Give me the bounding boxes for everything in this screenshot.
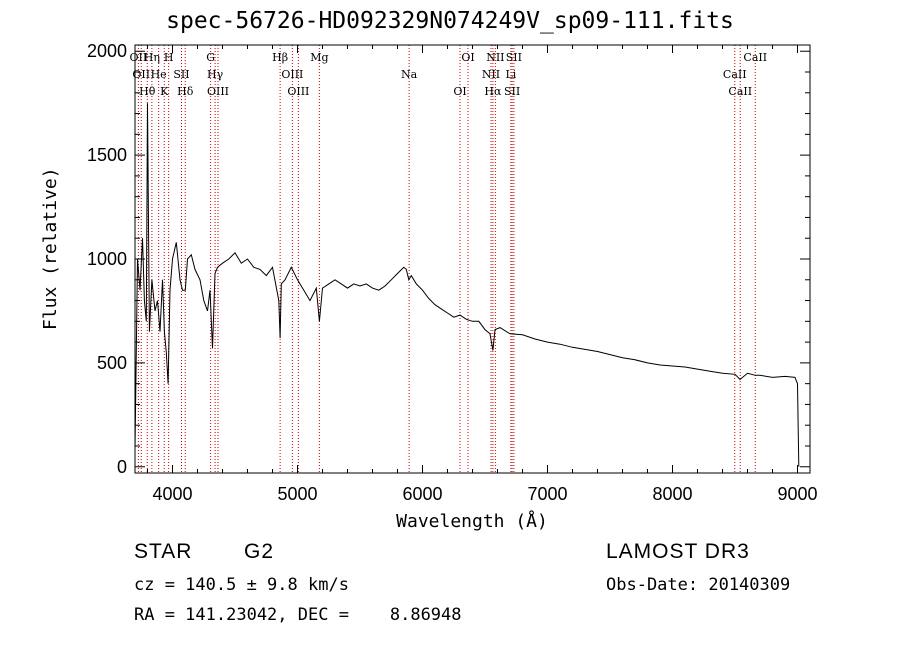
x-tick-label-2: 6000 (402, 484, 442, 504)
marker-label-17: OI (453, 85, 466, 98)
marker-label-11: OIII (207, 85, 229, 98)
x-tick-label-5: 9000 (777, 484, 817, 504)
marker-label-1: OII (132, 68, 150, 81)
chart-title: spec-56726-HD092329N074249V_sp09-111.fit… (166, 8, 734, 34)
marker-label-21: NII (486, 51, 504, 64)
marker-label-13: OIII (281, 68, 303, 81)
coordinates-text: RA = 141.23042, DEC = 8.86948 (134, 605, 462, 625)
marker-label-24: SII (506, 51, 522, 64)
marker-label-14: OIII (287, 85, 309, 98)
object-class: STAR (134, 540, 193, 563)
marker-label-5: K (160, 85, 169, 98)
object-subclass: G2 (244, 540, 275, 563)
marker-label-9: G (206, 51, 215, 64)
marker-label-12: Hβ (272, 51, 288, 64)
x-axis-label: Wavelength (Å) (396, 511, 548, 532)
marker-label-19: NII (482, 68, 500, 81)
x-tick-label-3: 7000 (527, 484, 567, 504)
marker-label-18: OI (461, 51, 474, 64)
marker-label-2: Hθ (139, 85, 156, 98)
x-tick-label-1: 5000 (277, 484, 317, 504)
y-tick-label-1: 500 (97, 353, 127, 373)
marker-label-0: OII (130, 51, 148, 64)
marker-label-15: Mg (310, 51, 328, 64)
marker-label-25: CaII (723, 68, 747, 81)
plot-frame (134, 44, 811, 474)
marker-label-16: Na (401, 68, 418, 81)
marker-label-6: H (164, 51, 174, 64)
marker-label-22: Li (505, 68, 516, 81)
marker-label-27: CaII (743, 51, 767, 64)
obs-date-text: Obs-Date: 20140309 (606, 575, 791, 595)
y-tick-label-3: 1500 (87, 145, 127, 165)
marker-label-20: Hα (484, 85, 502, 98)
marker-label-8: Hδ (177, 85, 194, 98)
spectrum-line (134, 103, 800, 467)
marker-label-7: SII (173, 68, 189, 81)
redshift-text: cz = 140.5 ± 9.8 km/s (134, 575, 349, 595)
y-tick-label-0: 0 (117, 457, 127, 477)
y-tick-label-4: 2000 (87, 41, 127, 61)
survey-name: LAMOST DR3 (606, 540, 750, 563)
y-tick-label-2: 1000 (87, 249, 127, 269)
marker-label-4: He (151, 68, 167, 81)
marker-label-10: Hγ (207, 68, 224, 81)
marker-label-23: SII (504, 85, 520, 98)
marker-label-3: Hη (144, 51, 160, 64)
x-tick-label-0: 4000 (152, 484, 192, 504)
x-tick-label-4: 8000 (652, 484, 692, 504)
marker-label-26: CaII (728, 85, 752, 98)
